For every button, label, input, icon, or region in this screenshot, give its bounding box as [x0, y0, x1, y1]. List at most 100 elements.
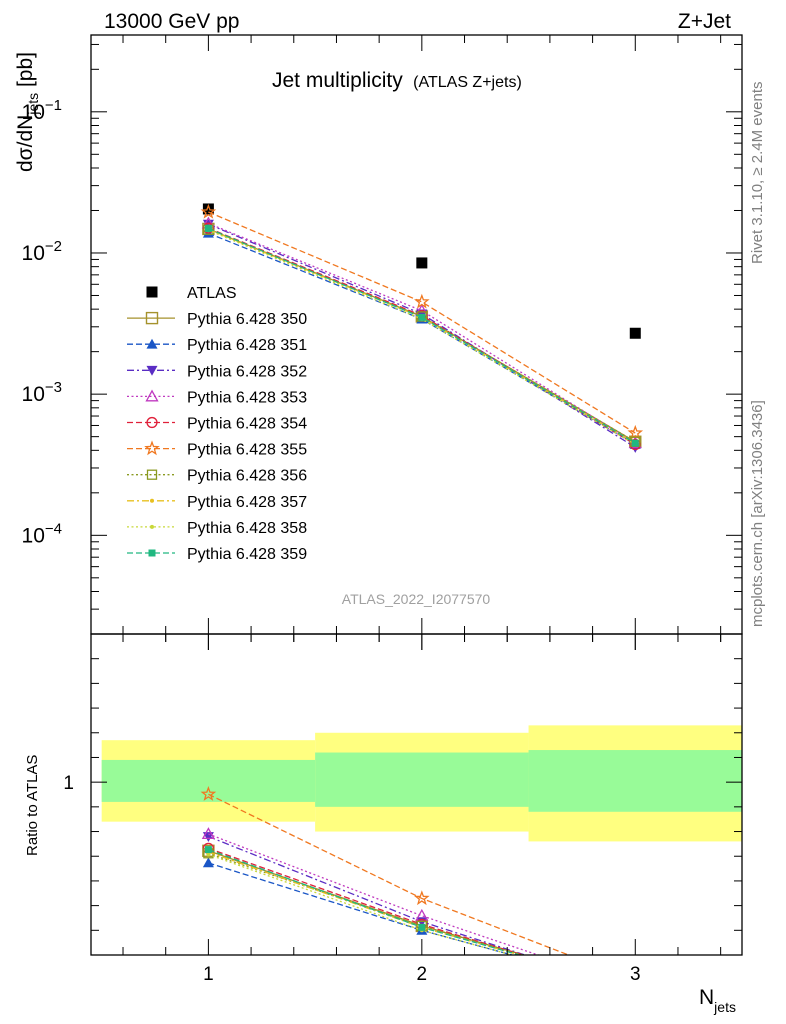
ratio-data-point — [201, 827, 215, 840]
main-series-line — [208, 227, 636, 444]
legend-label: Pythia 6.428 351 — [187, 337, 307, 354]
legend-marker — [150, 498, 154, 503]
x-axis-label-text: N — [699, 986, 714, 1009]
ratio-uncertainty-bands — [101, 725, 742, 842]
x-tick-label: 2 — [417, 964, 428, 985]
x-tick-label: 1 — [203, 964, 214, 985]
legend-item: Pythia 6.428 357 — [127, 494, 307, 511]
legend-label: Pythia 6.428 354 — [187, 416, 307, 433]
ratio-data-point — [202, 857, 214, 868]
analysis-id-watermark: ATLAS_2022_I2077570 — [342, 591, 491, 607]
ratio-data-point — [206, 852, 211, 857]
ratio-data-point — [630, 984, 640, 994]
main-data-point — [416, 257, 428, 269]
legend-item: Pythia 6.428 352 — [127, 363, 307, 380]
main-y-axis-label-text: dσ/dN — [14, 115, 37, 172]
ratio-series-3 — [201, 827, 541, 955]
ratio-data-point — [202, 832, 214, 842]
ratio-band-inner — [528, 750, 742, 812]
chart-title: Jet multiplicity (ATLAS Z+jets) — [272, 69, 522, 92]
main-series-line — [208, 211, 636, 434]
legend-item: ATLAS — [146, 285, 237, 302]
legend-marker — [144, 440, 160, 456]
ratio-series-line — [208, 862, 515, 955]
legend-label: Pythia 6.428 358 — [187, 520, 307, 537]
main-y-axis-label: dσ/dNjets [pb] — [14, 52, 41, 172]
main-plot-frame — [90, 34, 743, 635]
ratio-data-point — [414, 890, 430, 906]
ratio-data-point — [200, 786, 217, 801]
process-label: 13000 GeV pp — [104, 10, 239, 33]
main-y-tick-label: 10−3 — [22, 379, 62, 406]
main-data-point — [631, 439, 639, 447]
legend-marker — [145, 389, 159, 402]
legend-item: Pythia 6.428 359 — [127, 546, 307, 563]
ratio-data-point — [632, 984, 639, 991]
legend-label: Pythia 6.428 352 — [187, 363, 307, 380]
main-data-point — [200, 203, 217, 219]
legend-label: Pythia 6.428 353 — [187, 389, 307, 406]
legend-marker — [146, 469, 158, 480]
legend-item: Pythia 6.428 358 — [127, 520, 307, 537]
main-data-point — [627, 424, 644, 440]
ratio-data-point — [415, 908, 429, 921]
legend-label: Pythia 6.428 350 — [187, 311, 307, 328]
legend-label: Pythia 6.428 357 — [187, 494, 307, 511]
main-y-tick-label: 10−2 — [22, 238, 62, 265]
x-axis-label-sub: jets — [713, 999, 736, 1015]
legend-item: Pythia 6.428 355 — [127, 440, 307, 459]
ratio-series — [200, 786, 641, 996]
ratio-y-axis-label: Ratio to ATLAS — [24, 755, 41, 856]
ratio-band-inner — [101, 759, 316, 802]
ratio-data-point — [204, 846, 212, 854]
x-tick-label: 3 — [630, 964, 641, 985]
main-data-point — [629, 327, 641, 339]
main-y-axis-label-sub: jets — [25, 93, 41, 116]
x-axis-ticks: 1 2 3 — [122, 35, 722, 985]
ratio-series-5 — [200, 786, 571, 955]
main-data-point — [414, 293, 430, 309]
x-axis-label: Njets — [699, 986, 736, 1015]
ratio-band-inner — [315, 752, 529, 807]
main-y-tick-label: 10−1 — [22, 97, 62, 124]
legend-label: Pythia 6.428 359 — [187, 546, 307, 563]
main-series-10 — [204, 225, 639, 447]
legend-label: Pythia 6.428 355 — [187, 442, 307, 459]
ratio-axis-ticks: 1 — [63, 658, 742, 931]
legend-item: Pythia 6.428 351 — [127, 337, 307, 354]
legend-item: Pythia 6.428 350 — [127, 311, 307, 328]
ratio-data-point — [418, 923, 426, 931]
legend-marker — [146, 416, 158, 429]
main-data-point — [204, 225, 212, 233]
main-y-axis-label-unit: [pb] — [14, 52, 37, 93]
legend-label: Pythia 6.428 356 — [187, 468, 307, 485]
main-series — [200, 203, 644, 453]
ratio-plot-frame — [90, 633, 743, 956]
chart-title-sub: (ATLAS Z+jets) — [413, 74, 522, 91]
main-data-point — [202, 203, 214, 215]
legend-item: Pythia 6.428 354 — [127, 416, 307, 433]
mcplots-label: mcplots.cern.ch [arXiv:1306.3436] — [749, 400, 766, 627]
rivet-label: Rivet 3.1.10, ≥ 2.4M events — [749, 82, 766, 265]
legend: ATLAS Pythia 6.428 350 Pythia 6.428 351 Pyt… — [127, 285, 307, 563]
legend-marker — [150, 524, 154, 529]
legend-marker — [146, 286, 158, 298]
main-series-0 — [202, 203, 641, 339]
legend-marker — [146, 365, 158, 376]
chart-title-main: Jet multiplicity — [272, 69, 403, 92]
main-y-tick-label: 10−4 — [22, 520, 62, 547]
ratio-data-point — [633, 986, 637, 990]
ratio-data-point — [630, 986, 641, 996]
ratio-y-tick-label: 1 — [63, 773, 74, 794]
main-series-6 — [200, 203, 644, 440]
ratio-data-point — [633, 987, 637, 991]
legend-marker — [145, 311, 159, 325]
ratio-series-9 — [204, 846, 639, 991]
legend-marker — [148, 549, 156, 557]
legend-marker — [146, 338, 158, 349]
analysis-label: Z+Jet — [678, 10, 731, 33]
ratio-series-line — [208, 793, 571, 955]
main-axis-ticks: 10−1 10−2 10−3 10−4 — [22, 43, 742, 635]
main-data-point — [418, 313, 426, 321]
